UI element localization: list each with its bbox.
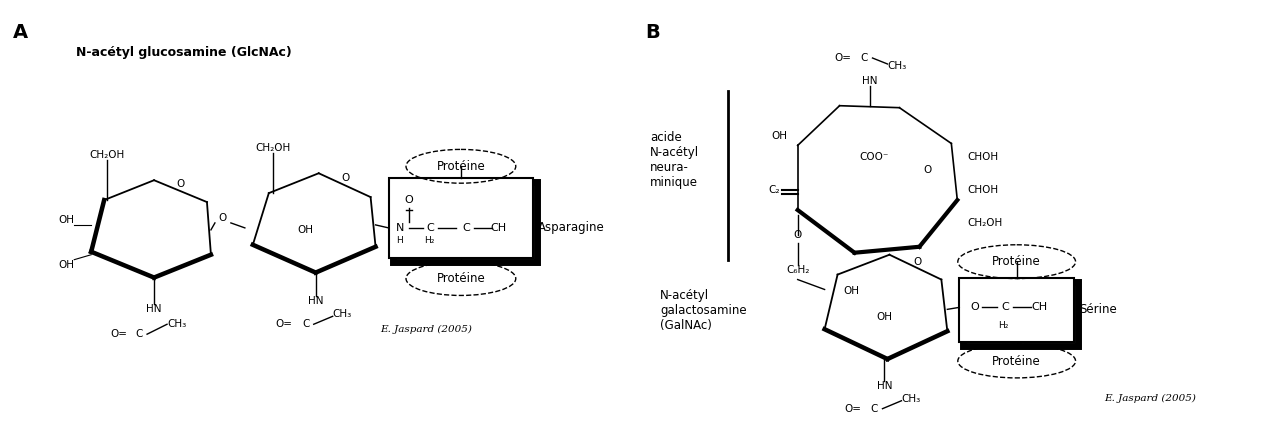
Text: Protéine: Protéine xyxy=(437,160,486,173)
Text: HN: HN xyxy=(876,381,892,391)
Polygon shape xyxy=(798,106,957,253)
Text: Asparagine: Asparagine xyxy=(538,221,605,234)
Text: OH: OH xyxy=(58,260,75,269)
Text: CH₂OH: CH₂OH xyxy=(90,150,125,160)
Text: C: C xyxy=(302,319,310,329)
Text: B: B xyxy=(645,23,659,42)
Text: CH₃: CH₃ xyxy=(333,309,352,319)
Text: O: O xyxy=(794,230,802,240)
Text: H₂: H₂ xyxy=(424,236,434,245)
Text: O: O xyxy=(177,179,185,189)
Text: O=: O= xyxy=(844,404,861,414)
Text: C₆H₂: C₆H₂ xyxy=(786,265,810,275)
Text: C: C xyxy=(135,329,143,339)
Text: H₂: H₂ xyxy=(998,321,1009,330)
Text: N: N xyxy=(396,223,405,233)
Text: H: H xyxy=(396,236,403,245)
Text: CH: CH xyxy=(491,223,506,233)
Text: E. Jaspard (2005): E. Jaspard (2005) xyxy=(1104,394,1196,403)
Text: C: C xyxy=(463,223,470,233)
Text: O: O xyxy=(342,173,350,183)
Text: O: O xyxy=(923,165,932,175)
Text: A: A xyxy=(13,23,28,42)
FancyBboxPatch shape xyxy=(392,182,537,262)
Text: Protéine: Protéine xyxy=(992,255,1041,268)
Polygon shape xyxy=(825,255,947,359)
Text: Protéine: Protéine xyxy=(437,272,486,285)
Text: O=: O= xyxy=(111,329,127,339)
Text: COO⁻: COO⁻ xyxy=(860,152,889,162)
Polygon shape xyxy=(253,173,375,272)
Text: OH: OH xyxy=(843,286,860,297)
Text: O: O xyxy=(218,213,227,223)
FancyBboxPatch shape xyxy=(388,178,533,258)
Text: CH₃: CH₃ xyxy=(167,319,186,329)
Text: HN: HN xyxy=(146,305,162,314)
Text: CH₂OH: CH₂OH xyxy=(256,143,290,154)
Text: Sérine: Sérine xyxy=(1079,303,1117,316)
Polygon shape xyxy=(91,180,211,277)
Text: OH: OH xyxy=(58,215,75,225)
Text: CH₃: CH₃ xyxy=(902,394,920,404)
Text: OH: OH xyxy=(876,312,893,322)
Text: CH: CH xyxy=(1031,302,1047,312)
Text: C: C xyxy=(871,404,878,414)
Text: C₂: C₂ xyxy=(768,185,780,195)
Text: C: C xyxy=(427,223,434,233)
Text: E. Jaspard (2005): E. Jaspard (2005) xyxy=(380,325,473,334)
Text: HN: HN xyxy=(308,297,324,306)
Text: CH₂OH: CH₂OH xyxy=(968,218,1002,228)
Text: N-acétyl glucosamine (GlcNAc): N-acétyl glucosamine (GlcNAc) xyxy=(76,46,292,59)
Text: CHOH: CHOH xyxy=(968,152,998,162)
Text: CH₃: CH₃ xyxy=(888,61,907,71)
Text: O=: O= xyxy=(834,53,852,63)
Text: OH: OH xyxy=(298,225,314,235)
Text: O=: O= xyxy=(276,319,293,329)
Text: O: O xyxy=(403,195,412,205)
Text: Protéine: Protéine xyxy=(992,354,1041,368)
Text: CHOH: CHOH xyxy=(968,185,998,195)
Text: OH: OH xyxy=(772,131,788,140)
Text: O: O xyxy=(914,257,921,266)
Text: C: C xyxy=(861,53,869,63)
Text: HN: HN xyxy=(862,76,878,86)
Text: C: C xyxy=(1001,302,1009,312)
FancyBboxPatch shape xyxy=(960,277,1074,342)
FancyBboxPatch shape xyxy=(964,282,1078,346)
Text: O: O xyxy=(970,302,979,312)
Text: acide
N-acétyl
neura-
minique: acide N-acétyl neura- minique xyxy=(650,131,699,189)
Text: N-acétyl
galactosamine
(GalNAc): N-acétyl galactosamine (GalNAc) xyxy=(660,289,747,332)
